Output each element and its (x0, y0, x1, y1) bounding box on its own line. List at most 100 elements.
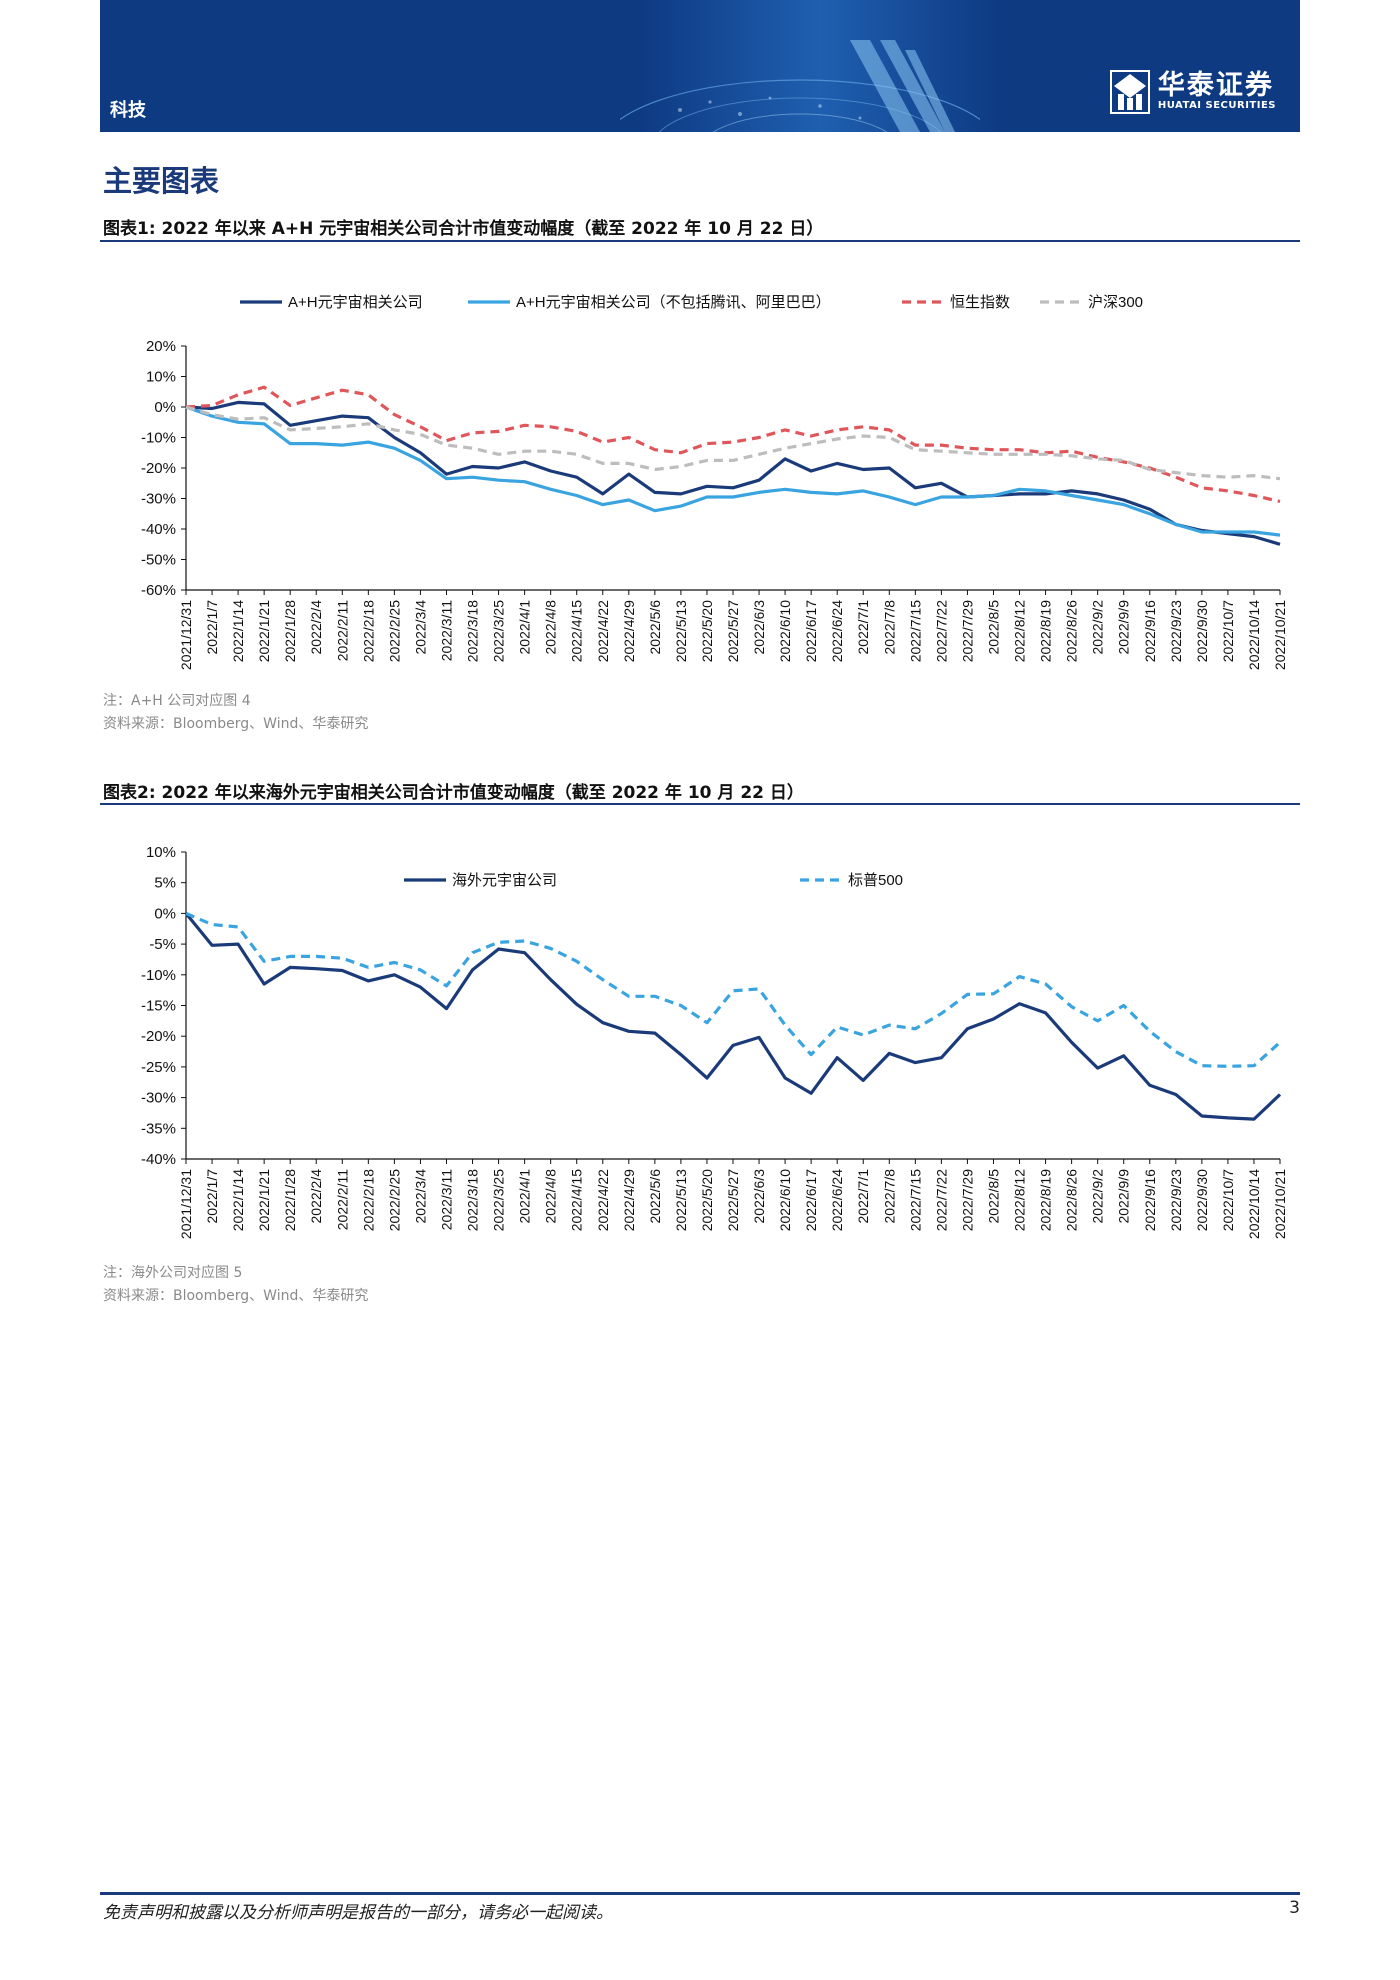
footer-disclaimer: 免责声明和披露以及分析师声明是报告的一部分，请务必一起阅读。 (103, 1903, 613, 1923)
chart1-y-tick-label: 0% (154, 905, 176, 922)
chart1-y-tick-label: 5% (154, 875, 176, 892)
chart0-x-tick-label: 2022/8/26 (1064, 600, 1080, 662)
chart0-x-tick-label: 2022/4/1 (517, 600, 533, 655)
chart1-x-tick-label: 2022/5/6 (647, 1169, 663, 1224)
chart1-x-tick-label: 2022/6/10 (777, 1169, 793, 1231)
figure1-title: 图表1: 2022 年以来 A+H 元宇宙相关公司合计市值变动幅度（截至 202… (103, 219, 824, 239)
chart1-x-tick-label: 2022/7/22 (933, 1169, 949, 1231)
chart1-legend-label-1: 标普500 (848, 872, 903, 889)
chart1-series-line-0 (184, 912, 1282, 1121)
page-number: 3 (1289, 1898, 1300, 1918)
chart0-x-tick-label: 2022/9/30 (1194, 600, 1210, 662)
company-logo: 华泰证券 HUATAI SECURITIES (1109, 70, 1276, 114)
chart0-y-tick-label: 20% (146, 338, 176, 355)
chart0-legend-label-1: A+H元宇宙相关公司（不包括腾讯、阿里巴巴） (516, 294, 831, 311)
chart0-x-tick-label: 2022/2/4 (308, 600, 324, 655)
chart1-x-tick-label: 2022/1/14 (230, 1169, 246, 1231)
chart1-x-tick-label: 2022/4/8 (543, 1169, 559, 1224)
logo-chinese-name: 华泰证券 (1157, 70, 1274, 101)
chart1-legend-label-0: 海外元宇宙公司 (452, 872, 557, 889)
chart1-y-tick-label: -30% (141, 1090, 176, 1107)
chart0-series-line-0 (185, 400, 1281, 546)
chart0-y-tick-label: 10% (146, 369, 176, 386)
chart0-x-tick-label: 2022/1/7 (204, 600, 220, 655)
logo-english-name: HUATAI SECURITIES (1157, 100, 1276, 111)
chart1-x-tick-label: 2022/9/30 (1194, 1169, 1210, 1231)
chart0-x-tick-label: 2022/9/2 (1090, 600, 1106, 655)
chart0-x-tick-label: 2022/3/11 (438, 600, 454, 661)
chart0-x-tick-label: 2022/10/7 (1220, 600, 1236, 662)
chart1-y-tick-label: -40% (141, 1151, 176, 1168)
chart1-x-tick-label: 2022/8/5 (985, 1169, 1001, 1224)
chart0-x-tick-label: 2022/3/25 (491, 600, 507, 662)
figure2-rule (100, 803, 1300, 805)
chart1-x-tick-label: 2022/3/4 (412, 1169, 428, 1224)
chart0-x-tick-label: 2022/2/25 (386, 600, 402, 662)
chart1-y-tick-label: -25% (141, 1059, 176, 1076)
chart0-y-tick-label: -30% (141, 491, 176, 508)
chart0-x-tick-label: 2022/10/14 (1246, 600, 1262, 670)
chart0-x-tick-label: 2022/1/28 (282, 600, 298, 662)
chart1-y-tick-label: -5% (149, 936, 176, 953)
chart0-x-tick-label: 2022/5/20 (699, 600, 715, 662)
chart0-y-tick-label: -10% (141, 430, 176, 447)
banner-decoration (620, 40, 980, 132)
figure1-source: 资料来源：Bloomberg、Wind、华泰研究 (103, 716, 369, 732)
chart0-series-line-3 (185, 405, 1281, 481)
chart1-y-tick-label: -20% (141, 1028, 176, 1045)
chart0-x-tick-label: 2022/5/13 (673, 600, 689, 662)
chart0-legend-label-2: 恒生指数 (950, 294, 1010, 311)
chart1-x-tick-label: 2022/7/8 (881, 1169, 897, 1224)
chart1-x-tick-label: 2022/5/27 (725, 1169, 741, 1231)
chart1-x-tick-label: 2022/10/21 (1272, 1169, 1288, 1239)
chart1-x-tick-label: 2022/2/4 (308, 1169, 324, 1224)
chart0-x-tick-label: 2022/4/29 (621, 600, 637, 662)
chart1-x-tick-label: 2022/8/12 (1012, 1169, 1028, 1231)
chart0-x-tick-label: 2022/1/21 (256, 600, 272, 662)
header-banner: 科技 华泰证券 HUATAI SECURITIES (100, 0, 1300, 132)
chart1-x-tick-label: 2022/9/23 (1168, 1169, 1184, 1231)
chart1-x-tick-label: 2022/3/25 (491, 1169, 507, 1231)
figure1-rule (100, 240, 1300, 242)
chart0-x-tick-label: 2022/4/15 (569, 600, 585, 662)
chart1-x-tick-label: 2022/7/15 (907, 1169, 923, 1231)
chart1-x-tick-label: 2022/4/15 (569, 1169, 585, 1231)
chart1-x-tick-label: 2022/6/3 (751, 1169, 767, 1224)
chart0-x-tick-label: 2022/4/22 (595, 600, 611, 662)
chart0-y-tick-label: -20% (141, 460, 176, 477)
main-title: 主要图表 (103, 164, 220, 198)
chart0-y-tick-label: -40% (141, 521, 176, 538)
chart1-x-tick-label: 2022/10/7 (1220, 1169, 1236, 1231)
chart1-x-tick-label: 2022/7/1 (855, 1169, 871, 1224)
chart0-x-tick-label: 2022/9/23 (1168, 600, 1184, 662)
chart1-x-tick-label: 2022/4/22 (595, 1169, 611, 1231)
chart1-x-tick-label: 2022/9/16 (1142, 1169, 1158, 1231)
chart0-x-tick-label: 2022/7/15 (907, 600, 923, 662)
chart1-x-tick-label: 2022/1/28 (282, 1169, 298, 1231)
section-tag: 科技 (110, 100, 146, 121)
chart1-x-tick-label: 2022/3/18 (465, 1169, 481, 1231)
figure2-chart: 10%5%0%-5%-10%-15%-20%-25%-30%-35%-40%20… (141, 844, 1288, 1239)
footer-rule (100, 1892, 1300, 1895)
chart0-x-tick-label: 2022/7/1 (855, 600, 871, 655)
chart1-x-tick-label: 2021/12/31 (178, 1169, 194, 1239)
chart0-x-tick-label: 2022/10/21 (1272, 600, 1288, 670)
chart1-y-tick-label: 10% (146, 844, 176, 861)
chart0-x-tick-label: 2022/9/16 (1142, 600, 1158, 662)
chart0-x-tick-label: 2022/6/17 (803, 600, 819, 662)
chart0-x-tick-label: 2022/6/24 (829, 600, 845, 662)
chart0-x-tick-label: 2022/3/4 (412, 600, 428, 655)
chart1-x-tick-label: 2022/4/1 (517, 1169, 533, 1224)
chart0-x-tick-label: 2022/8/12 (1012, 600, 1028, 662)
chart0-x-tick-label: 2022/5/27 (725, 600, 741, 662)
chart0-x-tick-label: 2022/5/6 (647, 600, 663, 655)
figure1-note: 注：A+H 公司对应图 4 (103, 693, 251, 709)
chart0-x-tick-label: 2022/4/8 (543, 600, 559, 655)
chart1-x-tick-label: 2022/8/19 (1038, 1169, 1054, 1231)
chart0-legend-label-0: A+H元宇宙相关公司 (288, 294, 423, 311)
chart1-series-line-1 (185, 911, 1282, 1068)
chart0-y-tick-label: 0% (154, 399, 176, 416)
chart0-x-tick-label: 2022/2/11 (334, 600, 350, 661)
chart0-x-tick-label: 2022/6/10 (777, 600, 793, 662)
chart1-x-tick-label: 2022/5/20 (699, 1169, 715, 1231)
